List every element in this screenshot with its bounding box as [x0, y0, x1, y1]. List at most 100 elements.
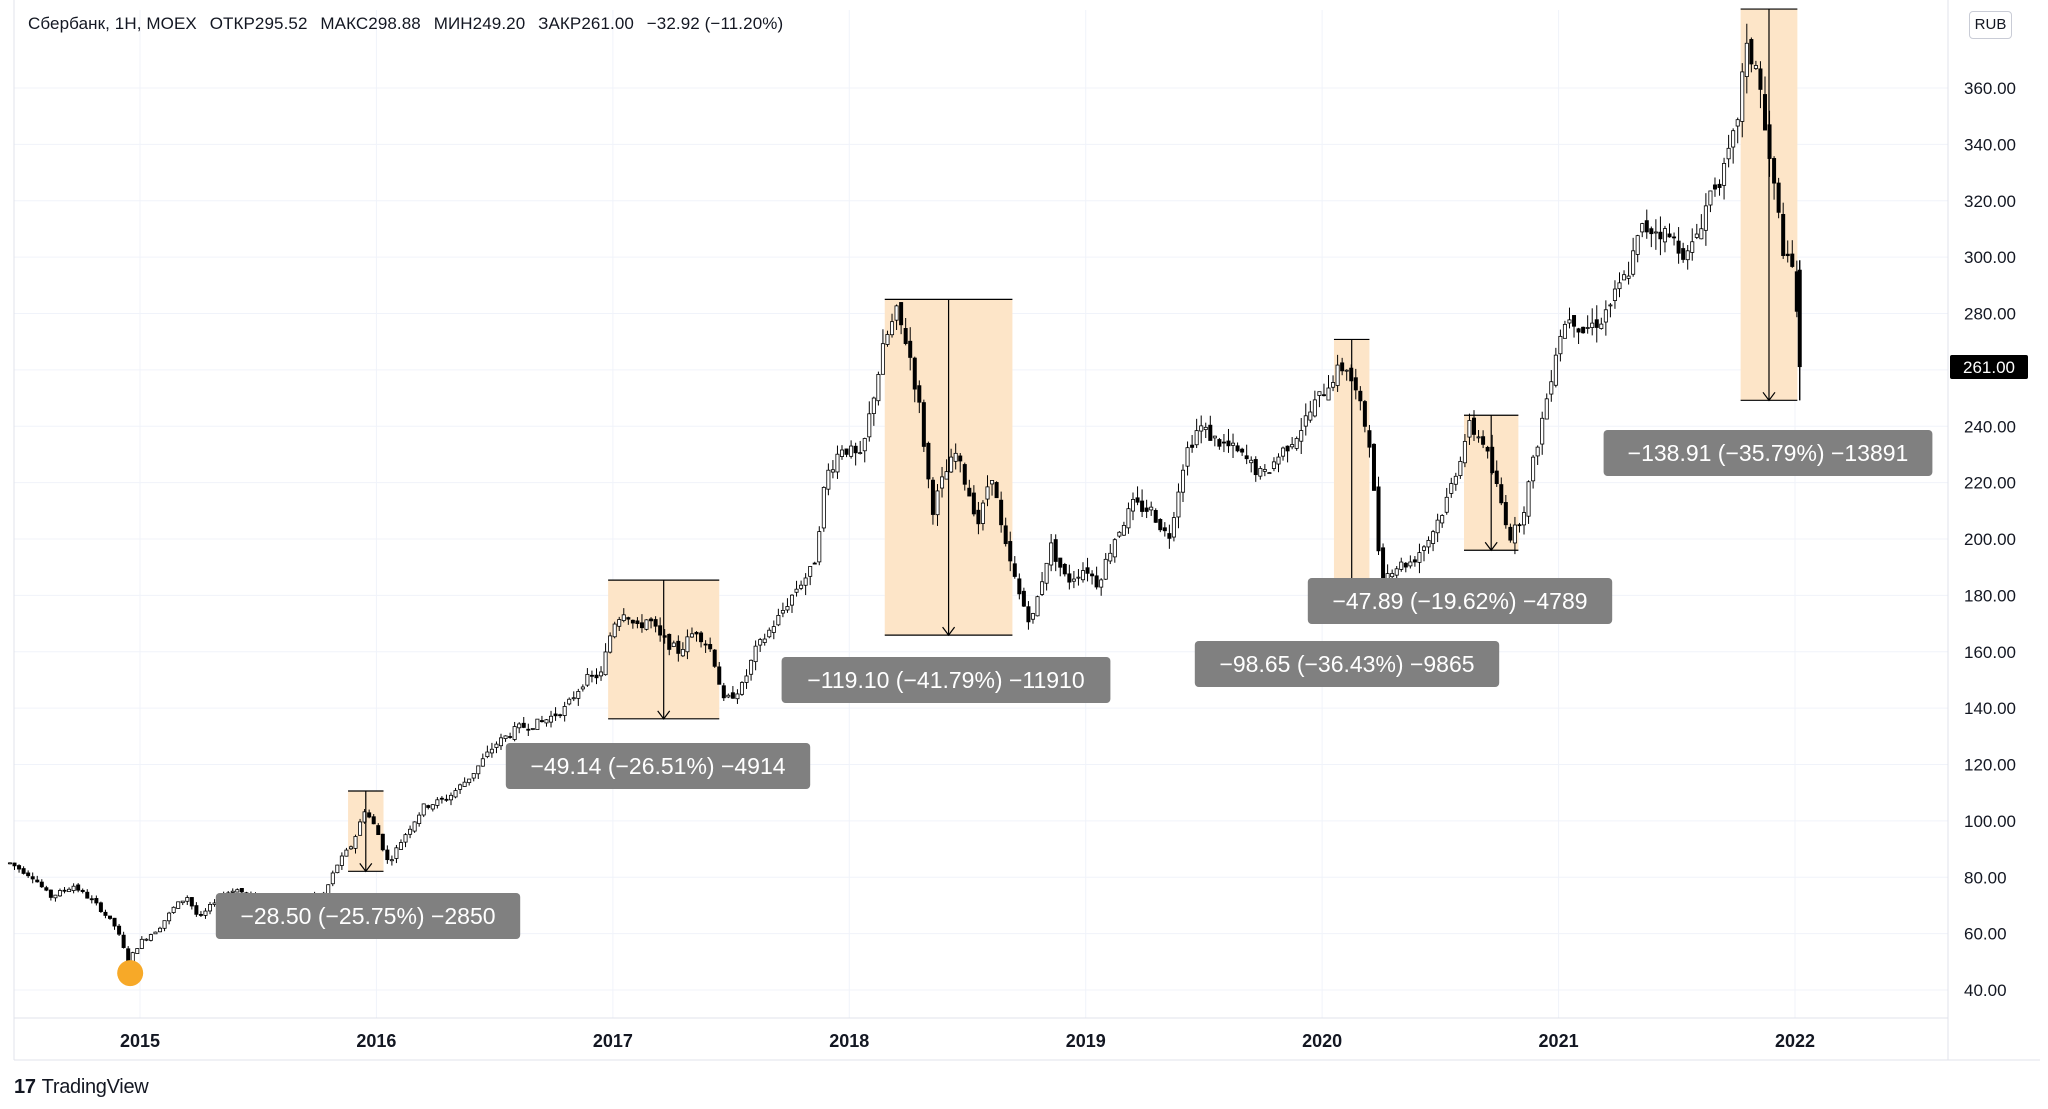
candle-body [535, 718, 540, 730]
drawdown-label[interactable]: −28.50 (−25.75%) −2850 [215, 893, 521, 939]
candle-body [44, 887, 49, 891]
candle-body [962, 464, 967, 485]
candle-body [1672, 236, 1677, 239]
candle-body [1421, 546, 1426, 551]
y-tick-label: 140.00 [1964, 699, 2016, 718]
candle-body [176, 901, 181, 909]
candle-body [1399, 561, 1404, 570]
candle-body [1494, 470, 1499, 485]
drawdown-label-text: −47.89 (−19.62%) −4789 [1332, 588, 1587, 614]
candle-body [453, 790, 458, 798]
candle-body [708, 644, 713, 650]
candle-body [917, 385, 922, 403]
candle-body [749, 659, 754, 675]
candle-body [1144, 507, 1149, 512]
candle-body [990, 480, 995, 485]
candle-body [1171, 517, 1176, 538]
candle-body [1608, 304, 1613, 307]
candle-body [1040, 581, 1045, 595]
candle-body [1531, 456, 1536, 482]
candle-body [1544, 398, 1549, 420]
drawdown-label[interactable]: −49.14 (−26.51%) −4914 [505, 743, 811, 789]
drawdown-label-bg [1194, 641, 1500, 687]
drawdown-arrow-icon [657, 710, 671, 720]
candle-body [358, 821, 363, 836]
y-tick-label: 360.00 [1964, 79, 2016, 98]
candle-body [840, 449, 845, 457]
candle-body [1285, 445, 1290, 452]
candle-body [671, 642, 676, 647]
candle-body [744, 675, 749, 683]
candle-body [580, 686, 585, 690]
candle-body [1626, 275, 1631, 279]
candle-body [62, 889, 67, 892]
candle-body [1217, 439, 1222, 447]
candle-body [494, 743, 499, 748]
y-tick-label: 80.00 [1964, 868, 2007, 887]
currency-button[interactable]: RUB [1969, 11, 2012, 39]
symbol-title[interactable]: Сбербанк, 1Н, MOEX [28, 14, 197, 33]
y-tick-label: 240.00 [1964, 417, 2016, 436]
candle-body [639, 622, 644, 629]
y-tick-label: 320.00 [1964, 192, 2016, 211]
candle-body [471, 773, 476, 779]
candle-body [1290, 444, 1295, 448]
last-price-tag [1950, 355, 2028, 380]
candle-body [603, 651, 608, 676]
candle-body [844, 448, 849, 455]
candle-body [1158, 519, 1163, 531]
drawdown-label-text: −138.91 (−35.79%) −13891 [1628, 440, 1909, 466]
candle-body [667, 633, 672, 650]
candle-body [626, 617, 631, 620]
candle-body [1140, 500, 1145, 512]
candle-body [158, 927, 163, 933]
drawdown-label[interactable]: −98.65 (−36.43%) −9865 [1194, 641, 1500, 687]
candle-body [1731, 130, 1736, 148]
candle-body [1649, 228, 1654, 235]
candle-body [512, 726, 517, 740]
drawdown-label-text: −49.14 (−26.51%) −4914 [530, 753, 785, 779]
candle-body [1403, 562, 1408, 568]
candle-body [208, 904, 213, 912]
drawdown-label[interactable]: −138.91 (−35.79%) −13891 [1603, 430, 1933, 476]
candle-body [403, 834, 408, 843]
candle-body [185, 897, 190, 902]
candle-body [585, 674, 590, 686]
candle-body [1581, 326, 1586, 334]
candle-body [599, 671, 604, 677]
candle-body [1181, 469, 1186, 493]
low-point-marker[interactable] [117, 960, 144, 987]
candle-body [1449, 483, 1454, 494]
candle-body [1071, 578, 1076, 582]
candle-body [1003, 525, 1008, 545]
candle-body [421, 803, 426, 816]
candle-body [899, 302, 904, 326]
candle-body [653, 619, 658, 627]
candle-body [912, 357, 917, 390]
candle-body [1112, 539, 1117, 558]
candle-body [1685, 250, 1690, 261]
candle-body [821, 487, 826, 529]
candle-body [621, 614, 626, 621]
candle-body [330, 872, 335, 885]
candle-body [649, 618, 654, 622]
candle-body [1203, 426, 1208, 430]
candle-body [908, 340, 913, 358]
candle-body [762, 638, 767, 643]
drawdown-label[interactable]: −47.89 (−19.62%) −4789 [1307, 578, 1613, 624]
candle-body [348, 846, 353, 850]
candle-body [462, 781, 467, 787]
drawdown-label[interactable]: −119.10 (−41.79%) −11910 [781, 657, 1111, 703]
candle-body [1299, 430, 1304, 442]
candle-body [426, 805, 431, 808]
drawdown-arrow-icon [942, 626, 956, 637]
candle-body [553, 713, 558, 717]
tradingview-logo[interactable]: 17 TradingView [14, 1076, 149, 1099]
y-tick-label: 100.00 [1964, 812, 2016, 831]
candle-body [1790, 253, 1795, 267]
candle-body [1153, 510, 1158, 523]
candle-body [1317, 391, 1322, 396]
candle-body [144, 938, 149, 941]
